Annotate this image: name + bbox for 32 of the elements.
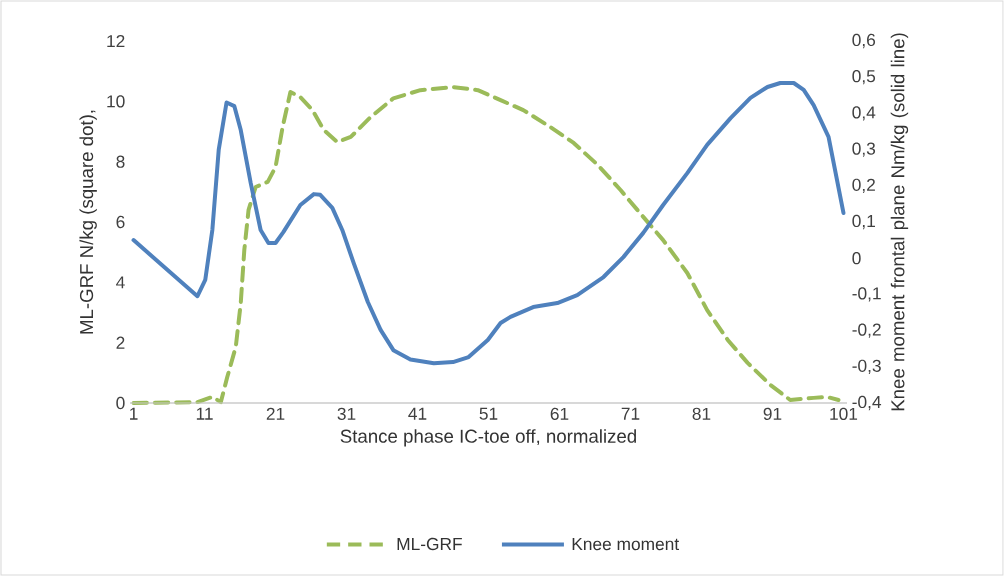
x-tick-label: 31 (337, 407, 356, 420)
y-tick-label: 0 (116, 396, 125, 410)
x-tick-label: 71 (621, 407, 640, 420)
y-tick-label: 10 (107, 95, 125, 108)
y2-tick-label: 0,5 (852, 70, 876, 85)
y2-tick-label: -0,3 (852, 359, 881, 374)
y-tick-label: 8 (116, 155, 125, 168)
y2-tick-label: 0,4 (852, 106, 876, 121)
x-tick-label: 41 (408, 407, 427, 420)
y2-tick-label: 0 (852, 252, 861, 265)
x-tick-label: 1 (130, 407, 138, 420)
y2-tick-label: -0,2 (852, 323, 881, 338)
y2-tick-label: 0,2 (852, 178, 875, 193)
y-tick-label: 2 (116, 336, 125, 349)
legend-label: Knee moment (572, 538, 680, 551)
x-tick-label: 61 (550, 407, 569, 420)
y-tick-label: 6 (116, 215, 125, 229)
y2-tick-label: -0,1 (852, 287, 881, 302)
x-tick-label: 11 (196, 407, 213, 420)
y-axis-title: ML-GRF N/kg (square dot), (79, 110, 97, 334)
x-tick-label: 21 (266, 407, 285, 420)
y2-tick-label: 0,3 (852, 142, 876, 157)
legend-label: ML-GRF (397, 537, 462, 551)
x-tick-label: 91 (763, 407, 782, 420)
x-tick-label: 51 (479, 407, 498, 420)
y-tick-label: 12 (107, 34, 125, 48)
y2-tick-label: 0,1 (852, 214, 875, 230)
x-tick-label: 81 (692, 407, 711, 420)
x-axis-title: Stance phase IC-toe off, normalized (340, 429, 636, 447)
y2-tick-label: 0,6 (852, 33, 876, 49)
y-tick-label: 4 (116, 276, 125, 289)
y2-axis-title: Knee moment frontal plane Nm/kg (solid line) (890, 33, 909, 411)
